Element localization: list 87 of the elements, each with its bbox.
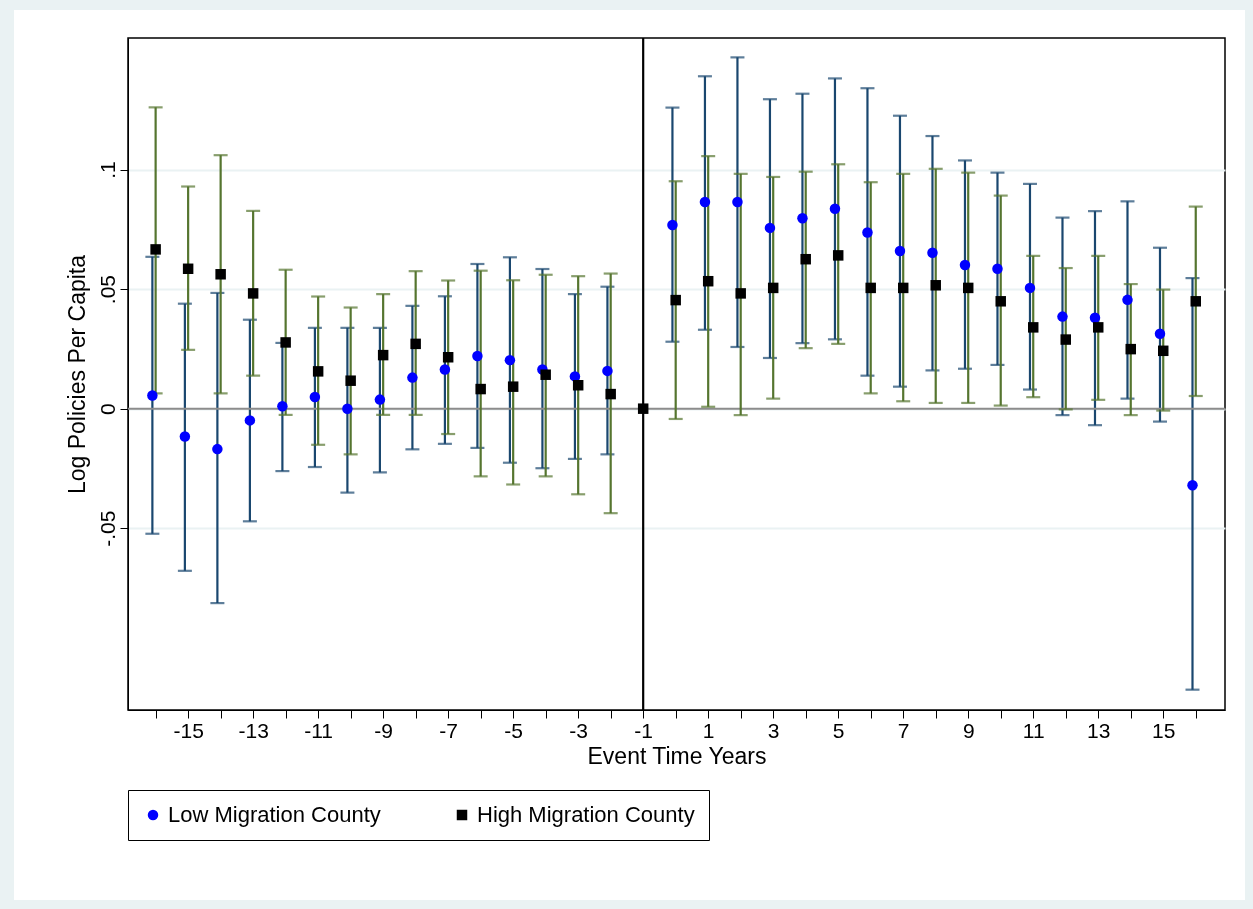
point [767,282,779,294]
x-tick-label: 13 [1087,718,1111,742]
point [1027,322,1039,333]
point [507,381,519,392]
point [995,296,1006,307]
point [832,250,844,261]
point [475,383,486,395]
point [992,263,1003,275]
x-tick-label: 11 [1022,718,1045,742]
point [147,390,158,401]
point [247,288,259,299]
point [670,294,681,306]
x-tick-label: 15 [1152,718,1176,742]
legend-label: High Migration County [477,802,695,827]
point [1158,345,1169,357]
point [764,222,776,234]
point [927,247,938,258]
point [277,401,288,412]
point [829,203,841,214]
point [862,227,873,238]
point [959,259,971,271]
point [407,372,418,383]
point [1024,282,1036,294]
point [702,275,714,287]
point [410,338,421,350]
point [605,388,616,400]
point [472,350,483,362]
x-tick-label: -7 [439,718,459,742]
point [374,394,386,405]
point [312,366,324,377]
x-tick-label: -5 [504,718,524,742]
point [894,245,906,257]
point [800,253,811,265]
point [179,431,191,442]
point [667,219,678,231]
point [1125,343,1136,355]
x-tick-label: -13 [238,718,269,742]
x-tick-label: 1 [702,718,715,742]
x-axis-title: Event Time Years [587,742,767,769]
point [1057,311,1068,322]
point [212,443,223,455]
x-tick-label: 3 [767,718,780,742]
point [309,391,321,403]
x-tick-label: -3 [569,718,589,742]
point [377,349,389,361]
point [1092,322,1104,333]
point [865,282,876,294]
y-tick-label: .1 [95,161,119,179]
x-tick-label: 5 [832,718,845,742]
point [215,269,226,280]
x-tick-label: 7 [897,718,910,742]
point [962,282,974,294]
point [342,403,353,414]
point [1122,294,1133,306]
point [735,288,746,299]
point [150,244,161,255]
x-tick-label: -9 [374,718,393,742]
point [540,369,551,380]
point [1187,479,1198,491]
point [439,364,451,375]
point [930,280,941,291]
point [1089,312,1101,324]
x-tick-label: -1 [634,718,654,742]
point [572,380,584,391]
legend-label: Low Migration County [168,802,381,827]
y-tick-label: -.05 [95,510,119,547]
point [699,196,711,208]
point [442,352,454,363]
x-tick-label: -15 [173,718,204,742]
point [797,213,808,224]
point [244,415,256,426]
point [897,282,909,294]
y-tick-label: .05 [95,275,119,305]
point [345,375,356,386]
point [1190,296,1201,307]
x-tick-label: 9 [962,718,975,742]
point [182,263,194,275]
y-tick-label: 0 [95,403,119,416]
point [1060,334,1071,345]
x-tick-label: -11 [304,718,334,742]
y-axis-title: Log Policies Per Capita [63,254,90,495]
point [280,337,291,348]
point [504,354,516,366]
point [732,196,743,208]
point [637,403,649,414]
point [1154,328,1166,340]
point [602,365,613,377]
